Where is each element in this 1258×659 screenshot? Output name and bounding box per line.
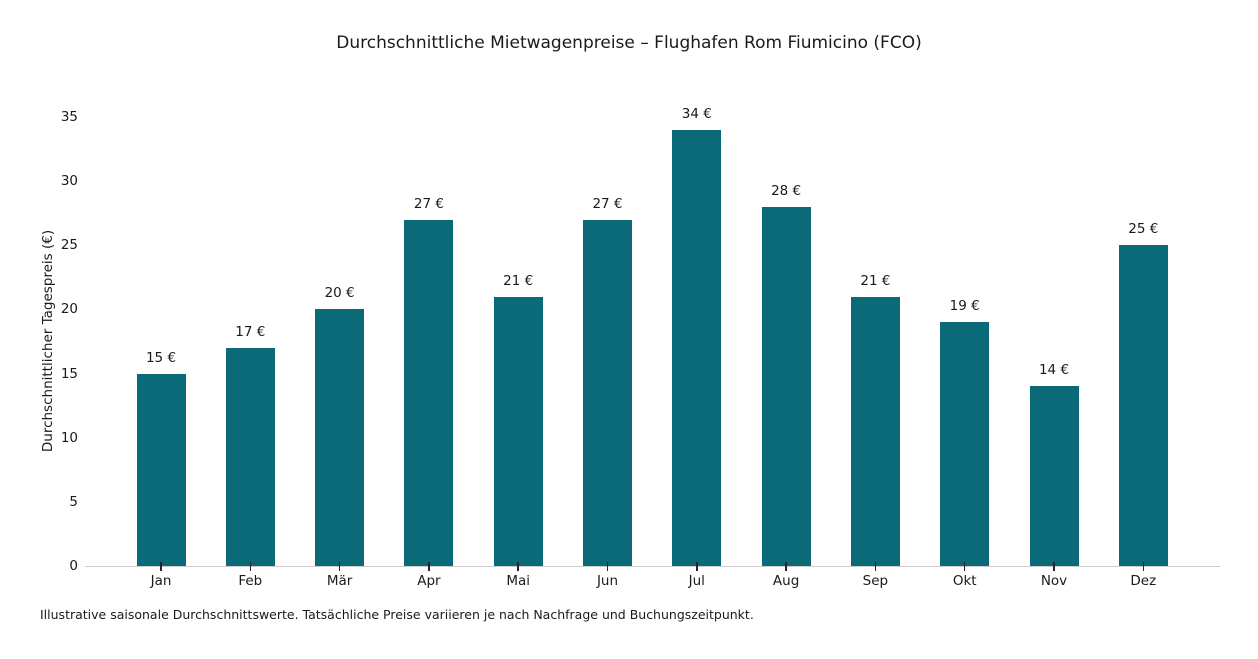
chart-footnote: Illustrative saisonale Durchschnittswert… (40, 607, 754, 622)
x-tick-label: Aug (772, 573, 800, 589)
x-tick-label: Nov (1040, 573, 1068, 589)
x-tick-label: Jun (596, 573, 619, 589)
chart-title: Durchschnittliche Mietwagenpreise – Flug… (336, 33, 922, 53)
bar (315, 309, 365, 566)
x-tick (428, 562, 430, 571)
x-tick (1053, 562, 1055, 571)
bar-value-label: 34 € (681, 105, 712, 122)
bar (493, 296, 543, 566)
bar (940, 322, 990, 566)
bar-value-label: 25 € (1128, 221, 1159, 238)
bar (761, 206, 811, 566)
bar-value-label: 17 € (235, 323, 266, 340)
x-tick-label: Mai (506, 573, 531, 589)
bar (1118, 245, 1168, 566)
x-tick (517, 562, 519, 571)
bar-value-label: 21 € (503, 272, 534, 289)
bar (1029, 386, 1079, 566)
x-tick-label: Jul (688, 573, 705, 589)
y-tick-label: 25 (60, 237, 78, 254)
x-tick (160, 562, 162, 571)
x-tick (338, 562, 341, 571)
y-tick-label: 10 (60, 429, 78, 446)
bar (672, 129, 722, 566)
x-tick (963, 562, 966, 571)
y-tick-label: 5 (69, 493, 78, 510)
x-tick-label: Feb (238, 573, 263, 589)
bar (583, 219, 632, 566)
bar-value-label: 27 € (592, 195, 623, 212)
bar (850, 296, 900, 566)
y-tick-label: 35 (60, 109, 78, 125)
x-tick-label: Mär (326, 573, 353, 589)
x-tick-label: Jan (150, 573, 172, 589)
y-tick-label: 15 (60, 365, 78, 382)
y-tick-label: 0 (69, 558, 78, 574)
bar (404, 219, 454, 566)
bar-value-label: 20 € (324, 285, 355, 302)
x-tick (1142, 562, 1145, 571)
x-tick-label: Okt (952, 573, 977, 589)
x-axis-line (85, 566, 1220, 567)
bar-value-label: 19 € (949, 298, 980, 315)
y-tick-label: 20 (60, 301, 78, 318)
bar-value-label: 27 € (413, 195, 444, 212)
bar-value-label: 28 € (771, 182, 802, 199)
x-tick (874, 562, 877, 571)
y-axis-label: Durchschnittlicher Tagespreis (€) (40, 229, 56, 453)
x-tick (606, 562, 609, 571)
bar (136, 373, 186, 566)
x-tick-label: Sep (862, 573, 889, 589)
bar (225, 347, 275, 566)
x-tick (696, 562, 698, 571)
bar-value-label: 15 € (145, 349, 177, 366)
bar-value-label: 14 € (1038, 362, 1070, 379)
y-tick-label: 30 (60, 173, 78, 190)
x-tick-label: Dez (1130, 573, 1157, 589)
bar-value-label: 21 € (860, 272, 891, 289)
x-tick-label: Apr (417, 573, 441, 589)
x-tick (249, 562, 252, 571)
x-tick (785, 562, 787, 571)
